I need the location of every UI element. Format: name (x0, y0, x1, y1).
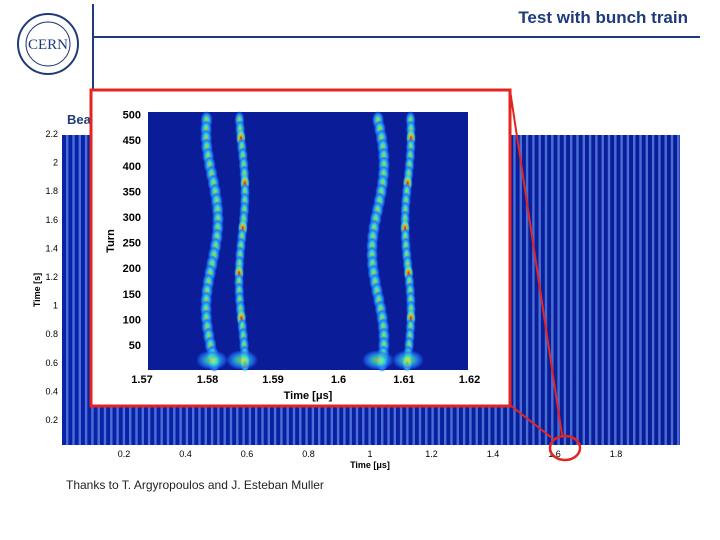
main-y-tick-label: 1 (53, 301, 58, 311)
header-vertical-rule (92, 4, 94, 96)
inset-y-tick-label: 250 (123, 238, 141, 250)
inset-y-tick-label: 400 (123, 161, 141, 173)
main-y-tick-label: 1.2 (45, 272, 58, 282)
main-stripe (563, 135, 567, 445)
main-y-axis-label: Time [s] (32, 273, 42, 307)
main-stripe (614, 135, 617, 445)
inset-x-tick-label: 1.57 (131, 374, 152, 386)
main-stripe (670, 135, 674, 445)
inset-y-tick-label: 300 (123, 212, 141, 224)
main-stripe (651, 135, 655, 445)
inset-x-tick-label: 1.6 (331, 374, 346, 386)
main-x-tick-labels: 0.2 0.4 0.6 0.8 1 1.2 1.4 1.6 1.8 (118, 449, 623, 459)
main-x-tick-label: 0.2 (118, 449, 131, 459)
inset-chart: 1.57 1.58 1.59 1.6 1.61 1.62 50 100 150 200 250 30… (89, 88, 512, 408)
inset-trace-base (226, 350, 258, 370)
cern-logo: CERN (8, 6, 92, 82)
main-x-tick-label: 1.2 (425, 449, 438, 459)
main-stripe (66, 135, 69, 445)
inset-trace-base (392, 350, 424, 370)
main-stripe (84, 135, 88, 445)
logo-text: CERN (28, 37, 68, 53)
main-x-tick-label: 0.4 (179, 449, 192, 459)
main-stripe (658, 135, 661, 445)
main-y-tick-label: 2 (53, 158, 58, 168)
main-y-tick-label: 1.6 (45, 215, 58, 225)
main-stripe (677, 135, 680, 445)
main-stripe (519, 135, 522, 445)
main-stripe (601, 135, 604, 445)
acknowledgement-text: Thanks to T. Argyropoulos and J. Esteban… (66, 478, 324, 492)
inset-y-tick-label: 100 (123, 314, 141, 326)
main-stripe (639, 135, 642, 445)
main-stripe (626, 135, 630, 445)
main-x-tick-label: 0.8 (302, 449, 315, 459)
header-horizontal-rule (92, 36, 700, 38)
main-y-tick-label: 0.6 (45, 358, 58, 368)
main-stripe (532, 135, 535, 445)
main-y-tick-label: 1.8 (45, 186, 58, 196)
highlight-circle (548, 434, 582, 462)
main-stripe (576, 135, 579, 445)
main-x-tick-label: 0.6 (241, 449, 254, 459)
main-y-tick-label: 1.4 (45, 243, 58, 253)
inset-y-tick-label: 500 (123, 110, 141, 122)
inset-x-tick-label: 1.62 (459, 374, 480, 386)
zoom-connector-top (509, 89, 563, 436)
inset-y-axis-label: Turn (105, 229, 117, 253)
inset-y-tick-label: 200 (123, 263, 141, 275)
zoom-connector-bottom (509, 404, 553, 439)
inset-y-tick-label: 150 (123, 289, 141, 301)
inset-x-tick-label: 1.58 (197, 374, 218, 386)
main-stripe (582, 135, 585, 445)
inset-x-tick-label: 1.61 (393, 374, 414, 386)
main-stripe (645, 135, 648, 445)
inset-y-tick-labels: 50 100 150 200 250 300 350 400 450 500 (123, 110, 141, 352)
main-stripe (570, 135, 573, 445)
inset-y-tick-label: 350 (123, 186, 141, 198)
inset-y-tick-label: 450 (123, 135, 141, 147)
main-stripe (525, 135, 529, 445)
main-stripe (551, 135, 554, 445)
main-stripe (633, 135, 636, 445)
main-stripe (664, 135, 667, 445)
main-stripe (78, 135, 81, 445)
inset-x-tick-label: 1.59 (262, 374, 283, 386)
inset-x-tick-labels: 1.57 1.58 1.59 1.6 1.61 1.62 (131, 374, 480, 386)
inset-plot-area (148, 112, 468, 370)
inset-x-axis-label: Time [μs] (284, 390, 333, 402)
main-y-tick-labels: 0.2 0.4 0.6 0.8 1 1.2 1.4 1.6 1.8 2 2.2 (45, 129, 58, 425)
main-x-tick-label: 1.6 (548, 449, 561, 459)
main-y-tick-label: 2.2 (45, 129, 58, 139)
main-x-tick-label: 1 (367, 449, 372, 459)
main-stripe (544, 135, 548, 445)
main-stripe (595, 135, 598, 445)
main-y-tick-label: 0.8 (45, 329, 58, 339)
main-stripe (620, 135, 623, 445)
main-x-axis-label: Time [μs] (350, 460, 390, 470)
inset-trace-base (196, 350, 228, 370)
main-stripe (513, 135, 516, 445)
main-y-tick-label: 0.4 (45, 386, 58, 396)
main-x-tick-label: 1.4 (487, 449, 500, 459)
inset-y-tick-label: 50 (129, 340, 141, 352)
main-stripe (72, 135, 75, 445)
beam-label: Bea (67, 112, 91, 127)
main-stripe (607, 135, 611, 445)
inset-bunch-traces (196, 111, 424, 372)
main-stripe (588, 135, 592, 445)
page-title: Test with bunch train (518, 8, 688, 27)
main-x-tick-label: 1.8 (610, 449, 623, 459)
main-y-tick-label: 0.2 (45, 415, 58, 425)
main-stripe (557, 135, 560, 445)
inset-trace-base (362, 350, 394, 370)
